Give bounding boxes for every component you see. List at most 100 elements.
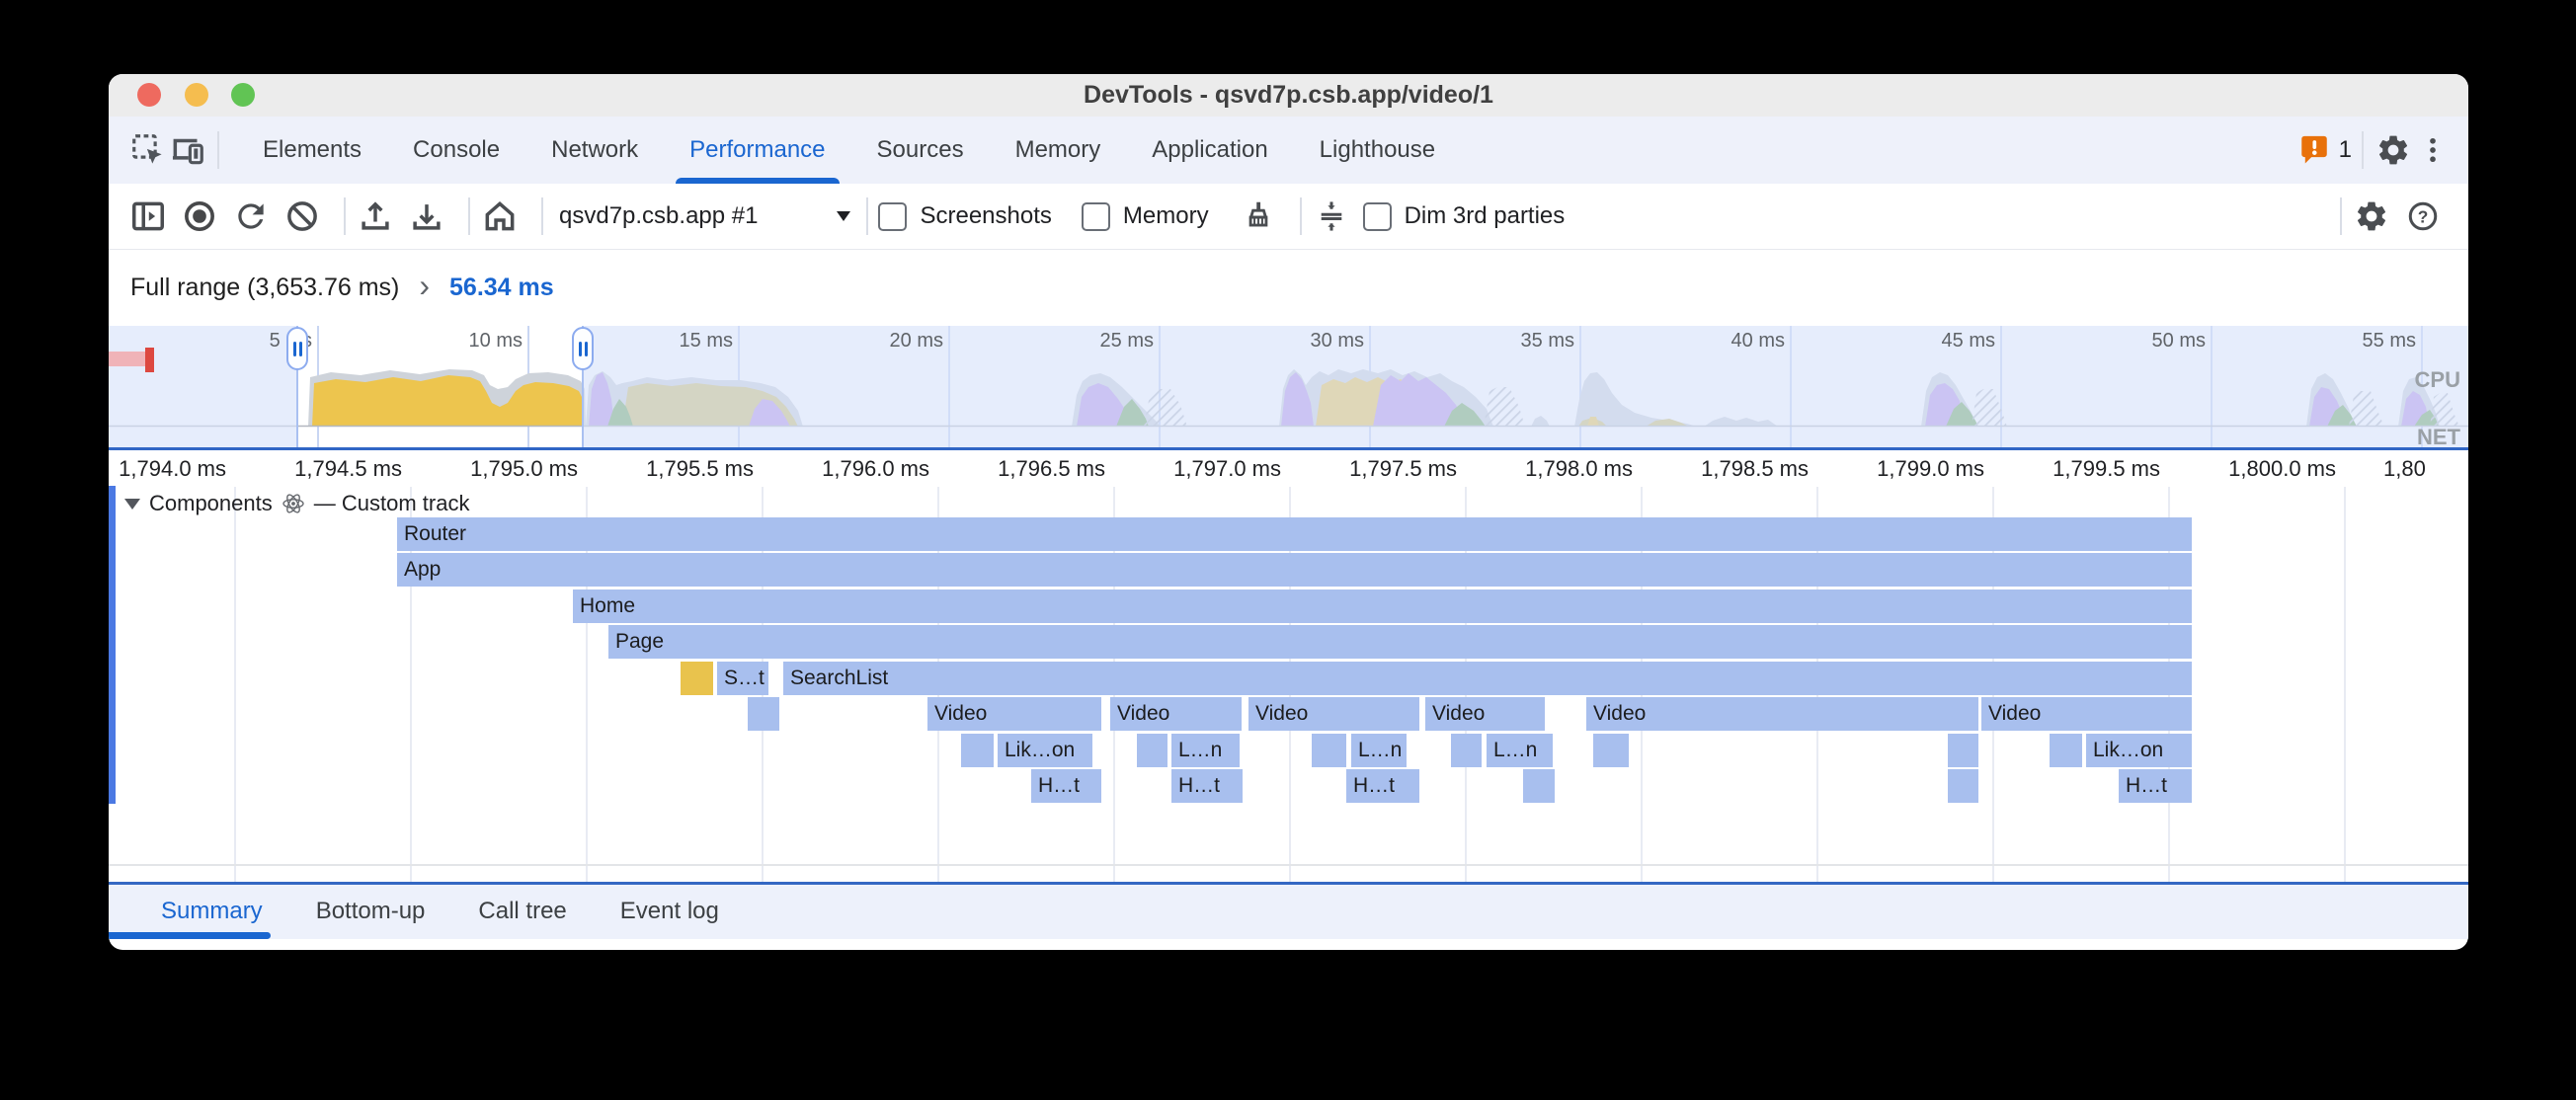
page-selector-dropdown[interactable]: qsvd7p.csb.app #1 xyxy=(559,202,851,230)
download-profile-icon[interactable] xyxy=(407,196,446,236)
checkbox-box[interactable] xyxy=(1081,201,1110,231)
screenshots-checkbox[interactable]: Screenshots xyxy=(878,201,1052,231)
flame-bar[interactable] xyxy=(1312,734,1346,767)
flame-bar[interactable] xyxy=(1451,734,1482,767)
panel-divider xyxy=(109,864,2468,866)
tab-sources[interactable]: Sources xyxy=(876,136,964,163)
minimize-button[interactable] xyxy=(185,83,208,107)
tab-elements[interactable]: Elements xyxy=(263,136,362,163)
flame-bar-ht[interactable]: H…t xyxy=(1171,769,1243,803)
track-title-suffix: — Custom track xyxy=(313,491,470,515)
checkbox-box[interactable] xyxy=(878,201,908,231)
flame-bar-ln[interactable]: L…n xyxy=(1171,734,1240,767)
inspect-icon[interactable] xyxy=(128,130,168,170)
flame-bar-searchlist[interactable]: SearchList xyxy=(783,662,2192,695)
selection-edge-right xyxy=(582,326,584,447)
tab-memory[interactable]: Memory xyxy=(1014,136,1101,163)
flame-bar[interactable] xyxy=(961,734,994,767)
flame-bar-video[interactable]: Video xyxy=(1981,697,2192,731)
flame-bar[interactable] xyxy=(1523,769,1555,803)
tab-network[interactable]: Network xyxy=(551,136,639,163)
tab-performance[interactable]: Performance xyxy=(664,117,850,184)
more-options-icon[interactable] xyxy=(2413,130,2453,170)
upload-profile-icon[interactable] xyxy=(356,196,395,236)
react-atom-icon xyxy=(282,494,304,513)
time-ruler: 1,794.0 ms 1,794.5 ms 1,795.0 ms 1,795.5 ms… xyxy=(109,450,2468,487)
minimap-tick-label: 55 ms xyxy=(2362,330,2416,352)
flame-bar-ln[interactable]: L…n xyxy=(1351,734,1407,767)
panel-tabs: Elements Console Network Performance Sources… xyxy=(237,117,1461,184)
memory-checkbox[interactable]: Memory xyxy=(1081,201,1209,231)
ruler-tick-label: 1,796.0 ms xyxy=(822,456,929,481)
flame-bar-app[interactable]: App xyxy=(397,553,2192,587)
bottom-tab-summary[interactable]: Summary xyxy=(161,898,263,924)
ruler-tick-label: 1,798.0 ms xyxy=(1525,456,1633,481)
flame-bar[interactable] xyxy=(681,662,713,695)
flame-bar-video[interactable]: Video xyxy=(1425,697,1545,731)
tab-console[interactable]: Console xyxy=(413,136,501,163)
help-icon[interactable]: ? xyxy=(2403,196,2443,236)
svg-text:?: ? xyxy=(2418,206,2429,226)
flame-bar-ht[interactable]: H…t xyxy=(2119,769,2192,803)
flame-chart: Router App Home Page S…t SearchList Video Video… xyxy=(109,74,2468,884)
flame-bar-st[interactable]: S…t xyxy=(717,662,768,695)
flame-bar-home[interactable]: Home xyxy=(573,589,2192,623)
flame-bar[interactable] xyxy=(2050,734,2082,767)
track-selected-strip xyxy=(109,486,116,804)
flame-bar[interactable] xyxy=(1948,769,1978,803)
flame-bar[interactable] xyxy=(1137,734,1167,767)
selection-handle-right[interactable] xyxy=(572,327,594,370)
flame-bar-video[interactable]: Video xyxy=(927,697,1101,731)
capture-settings-gear-icon[interactable] xyxy=(2352,196,2391,236)
flame-bar-likon[interactable]: Lik…on xyxy=(998,734,1092,767)
minimap-tick-label: 40 ms xyxy=(1731,330,1785,352)
bottom-tab-bottom-up[interactable]: Bottom-up xyxy=(315,898,426,924)
tab-application[interactable]: Application xyxy=(1152,136,1268,163)
tab-lighthouse[interactable]: Lighthouse xyxy=(1319,136,1436,163)
details-tab-bar: Summary Bottom-up Call tree Event log xyxy=(109,882,2468,939)
range-breadcrumb: Full range (3,653.76 ms) › 56.34 ms xyxy=(109,250,2468,326)
selection-handle-left[interactable] xyxy=(286,327,308,370)
minimap-dim-right xyxy=(583,326,2468,447)
track-header[interactable]: Components — Custom track xyxy=(124,489,469,518)
ruler-tick-label: 1,797.5 ms xyxy=(1349,456,1457,481)
divider xyxy=(2362,131,2364,169)
bottom-tab-call-tree[interactable]: Call tree xyxy=(478,898,567,924)
selected-range-crumb[interactable]: 56.34 ms xyxy=(449,274,554,301)
zoom-button[interactable] xyxy=(231,83,255,107)
flame-bar-video[interactable]: Video xyxy=(1586,697,1978,731)
collect-garbage-icon[interactable] xyxy=(1239,196,1278,236)
full-range-crumb[interactable]: Full range (3,653.76 ms) xyxy=(130,274,400,301)
flame-bar-ln[interactable]: L…n xyxy=(1487,734,1553,767)
flame-bar-video[interactable]: Video xyxy=(1248,697,1419,731)
collapse-triangle-icon[interactable] xyxy=(124,498,140,510)
issues-badge[interactable]: 1 xyxy=(2297,133,2352,167)
live-metrics-home-icon[interactable] xyxy=(480,196,520,236)
settings-gear-icon[interactable] xyxy=(2374,130,2413,170)
ruler-tick-label: 1,795.0 ms xyxy=(470,456,578,481)
flame-bar[interactable] xyxy=(1948,734,1978,767)
toggle-sidebar-button[interactable] xyxy=(128,196,168,236)
flame-bar-likon[interactable]: Lik…on xyxy=(2086,734,2192,767)
flame-bar[interactable] xyxy=(748,697,779,731)
flame-bar-video[interactable]: Video xyxy=(1110,697,1242,731)
checkbox-box[interactable] xyxy=(1362,201,1392,231)
flame-bar-page[interactable]: Page xyxy=(608,625,2192,659)
minimap-tick-label: 45 ms xyxy=(1941,330,1995,352)
flame-bar-router[interactable]: Router xyxy=(397,517,2192,551)
flame-bar-ht[interactable]: H…t xyxy=(1031,769,1101,803)
compress-tracks-icon[interactable] xyxy=(1312,196,1351,236)
ruler-tick-label: 1,796.5 ms xyxy=(998,456,1105,481)
flame-bar-ht[interactable]: H…t xyxy=(1346,769,1419,803)
dim-3rd-parties-checkbox[interactable]: Dim 3rd parties xyxy=(1362,201,1566,231)
flame-bar[interactable] xyxy=(1593,734,1629,767)
clear-button[interactable] xyxy=(282,196,322,236)
ruler-tick-label: 1,798.5 ms xyxy=(1701,456,1809,481)
close-button[interactable] xyxy=(137,83,161,107)
record-button[interactable] xyxy=(180,196,219,236)
bottom-tab-event-log[interactable]: Event log xyxy=(619,898,719,924)
device-toolbar-icon[interactable] xyxy=(168,130,207,170)
dim-3rd-parties-label: Dim 3rd parties xyxy=(1404,202,1566,229)
